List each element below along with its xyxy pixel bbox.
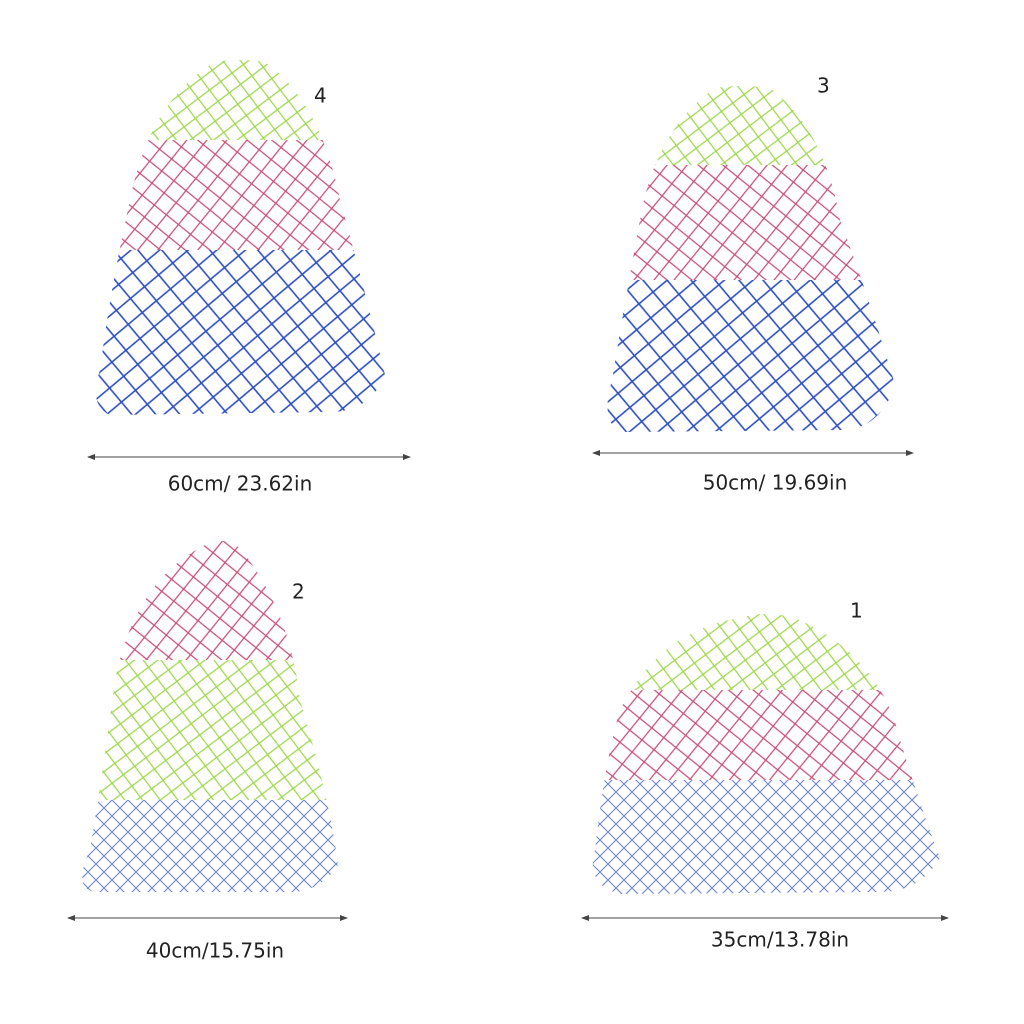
net-3 [607,86,895,432]
net-4 [95,60,385,415]
net-size: 60cm/ 23.62in [168,472,313,496]
net-number: 3 [817,74,830,98]
net-1 [592,614,940,894]
net-number: 4 [314,84,327,108]
net-size: 40cm/15.75in [146,939,284,963]
net-2 [82,540,338,892]
net-number: 2 [292,580,305,604]
net-size: 50cm/ 19.69in [703,471,848,495]
net-number: 1 [850,599,863,623]
net-size: 35cm/13.78in [711,928,849,952]
